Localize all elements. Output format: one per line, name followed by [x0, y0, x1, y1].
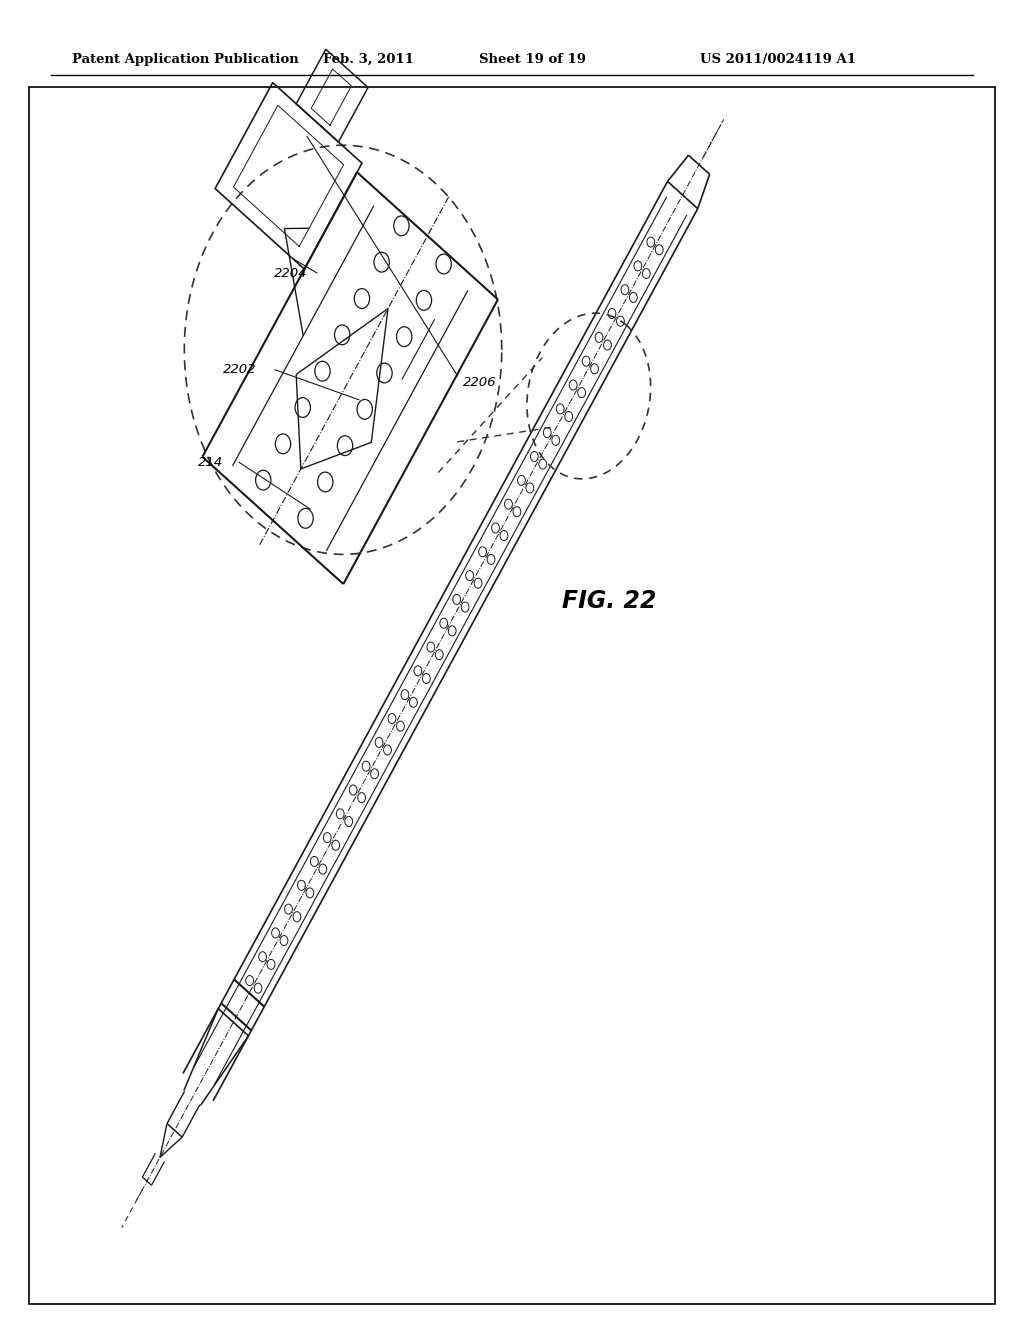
Text: Patent Application Publication: Patent Application Publication: [72, 53, 298, 66]
Text: Sheet 19 of 19: Sheet 19 of 19: [479, 53, 586, 66]
Text: 2202: 2202: [222, 363, 256, 376]
Text: 2204: 2204: [273, 267, 307, 280]
Text: US 2011/0024119 A1: US 2011/0024119 A1: [700, 53, 856, 66]
Text: Feb. 3, 2011: Feb. 3, 2011: [324, 53, 414, 66]
Text: FIG. 22: FIG. 22: [562, 589, 656, 612]
Text: 214: 214: [198, 455, 223, 469]
Text: 2206: 2206: [463, 376, 497, 389]
